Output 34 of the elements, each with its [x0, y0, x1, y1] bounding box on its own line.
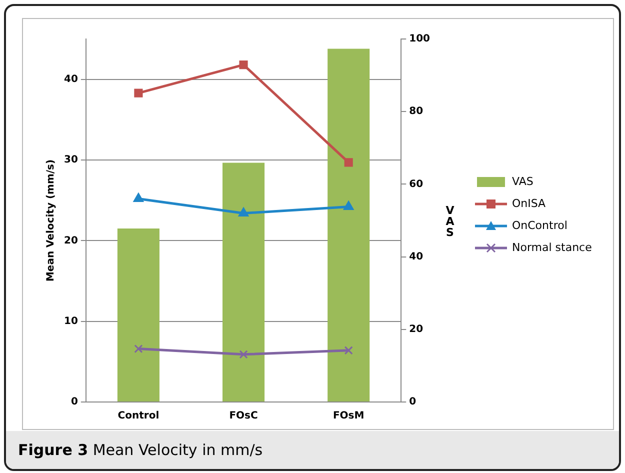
- legend-label: VAS: [512, 175, 534, 188]
- y-axis-title: Mean Velocity (mm/s): [46, 159, 57, 282]
- point: [344, 346, 353, 355]
- bar: [222, 162, 265, 402]
- point: [133, 192, 144, 202]
- y-tick-label: 40: [64, 74, 78, 85]
- y2-tick-label: 80: [409, 106, 424, 118]
- y-tick-label: 0: [70, 396, 78, 408]
- x-tick-label: FOsM: [332, 410, 364, 422]
- point: [134, 344, 143, 354]
- point: [134, 88, 143, 98]
- point: [239, 60, 248, 70]
- y2-axis-title: VAS: [445, 204, 455, 238]
- bar: [328, 48, 370, 402]
- point: [344, 158, 353, 167]
- y2-tick-label: 60: [409, 178, 424, 190]
- x-tick-label: FOsC: [229, 410, 258, 422]
- point: [344, 201, 354, 210]
- y2-tick-label: 20: [409, 324, 424, 335]
- y-tick-label: 10: [64, 316, 78, 327]
- point: [238, 207, 249, 216]
- y2-tick-label: 40: [409, 251, 424, 262]
- caption: Figure 3: [18, 441, 88, 459]
- legend-label: Normal stance: [512, 241, 592, 254]
- point: [239, 350, 248, 359]
- legend-label: OnISA: [512, 197, 546, 210]
- y-tick-label: 30: [64, 154, 78, 166]
- x-tick-label: Control: [118, 410, 160, 422]
- text: Mean Velocity in mm/s: [92, 441, 263, 459]
- y2-tick-label: 100: [409, 34, 430, 45]
- y-tick-label: 20: [64, 235, 78, 246]
- bar: [117, 228, 160, 402]
- y2-tick-label: 0: [409, 396, 416, 408]
- legend-label: OnControl: [512, 219, 568, 232]
